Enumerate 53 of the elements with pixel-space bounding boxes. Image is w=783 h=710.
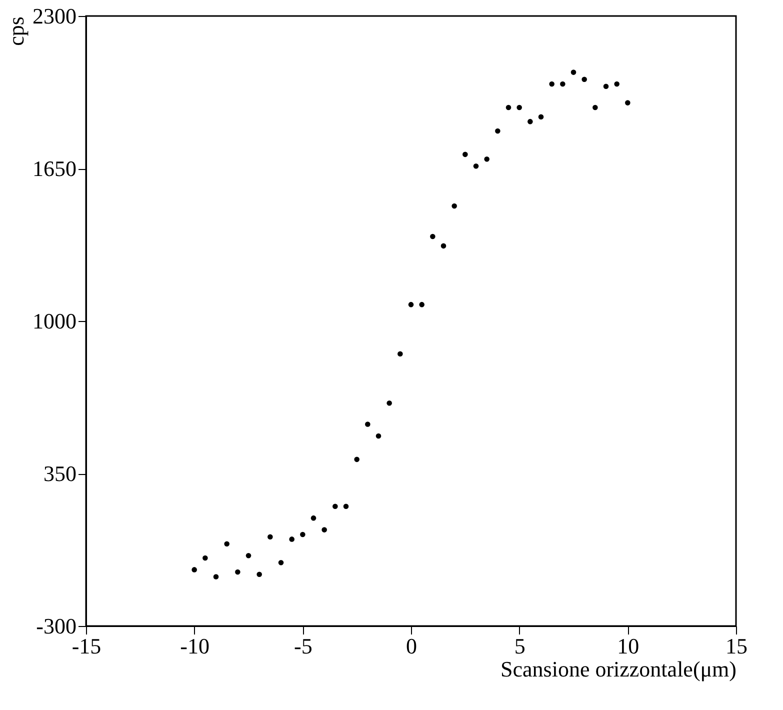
y-tick-label: 1000 — [32, 308, 76, 334]
point — [365, 422, 370, 427]
point — [386, 400, 392, 406]
point — [246, 552, 252, 558]
point — [625, 100, 630, 106]
point — [278, 560, 284, 566]
point — [224, 541, 230, 547]
y-tick-label: 1650 — [32, 156, 76, 181]
point — [473, 164, 479, 169]
point — [538, 114, 544, 120]
point — [484, 156, 490, 162]
point — [560, 81, 566, 87]
point — [202, 555, 208, 561]
x-tick-label: 0 — [406, 634, 417, 658]
point — [398, 351, 403, 356]
point — [310, 515, 316, 521]
y-tick-label: 350 — [44, 461, 76, 486]
point — [289, 536, 294, 542]
point — [268, 534, 273, 540]
x-tick-label: 10 — [617, 634, 640, 658]
point — [376, 433, 382, 439]
x-tick-label: -5 — [294, 634, 312, 658]
point — [354, 456, 360, 462]
point — [332, 504, 338, 509]
point — [582, 76, 587, 82]
point — [506, 104, 512, 110]
point — [462, 152, 468, 158]
point — [343, 504, 349, 509]
point — [516, 104, 522, 110]
point — [192, 567, 197, 572]
point — [603, 84, 609, 90]
point — [322, 527, 327, 532]
point — [549, 81, 554, 87]
point — [570, 70, 576, 75]
x-tick-label: -10 — [180, 634, 210, 658]
point — [614, 81, 620, 87]
y-tick-label: 2300 — [32, 4, 76, 28]
point — [408, 302, 414, 308]
point — [213, 574, 219, 580]
point — [419, 302, 424, 308]
y-axis-title: cps — [4, 16, 28, 46]
point — [592, 104, 598, 110]
point — [495, 128, 500, 134]
x-axis-title: Scansione orizzontale(μm) — [500, 656, 736, 682]
point — [300, 532, 306, 538]
point — [440, 243, 446, 249]
point — [430, 234, 436, 240]
x-tick-label: 15 — [726, 634, 748, 658]
point — [452, 203, 457, 209]
x-tick-label: 5 — [514, 634, 526, 658]
point — [235, 569, 240, 575]
point — [256, 572, 262, 578]
point — [528, 118, 533, 124]
